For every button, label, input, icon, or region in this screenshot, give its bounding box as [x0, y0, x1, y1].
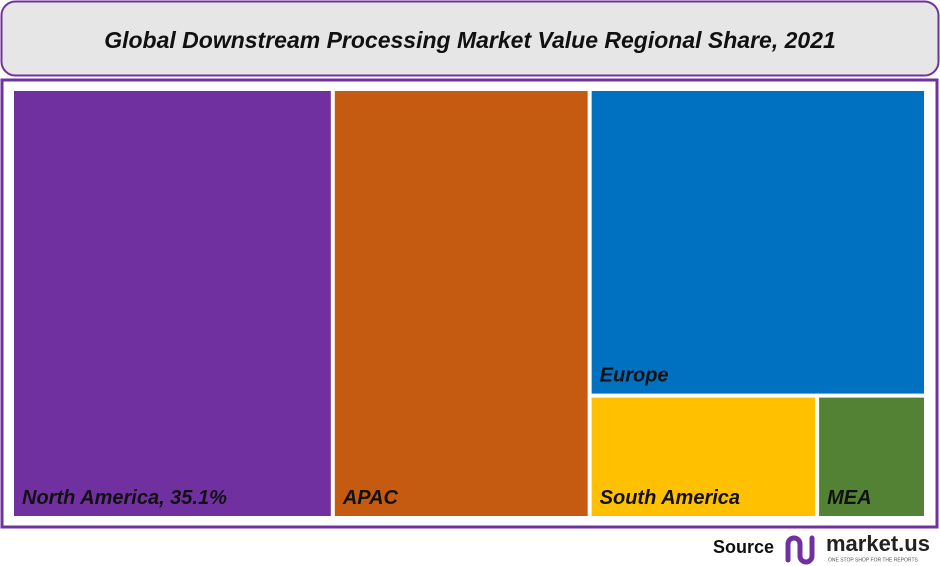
tile-label: Europe	[600, 365, 669, 387]
treemap: North America, 35.1% APAC Europe South Amer…	[12, 89, 926, 519]
tagline: ONE STOP SHOP FOR THE REPORTS	[828, 557, 919, 563]
logo-icon	[785, 535, 815, 565]
tile	[817, 395, 926, 519]
source-label: Source	[713, 537, 774, 557]
tile	[589, 395, 818, 519]
tile	[332, 89, 590, 518]
chart-title: Global Downstream Processing Market Valu…	[104, 27, 836, 53]
title-box	[0, 0, 940, 77]
brand: market.us	[826, 531, 930, 556]
tile-label: South America	[600, 487, 740, 509]
tile	[12, 89, 333, 518]
tile-label: North America, 35.1%	[22, 487, 227, 509]
tile-label: APAC	[342, 487, 399, 509]
tile-label: MEA	[827, 487, 871, 509]
tile	[589, 89, 926, 396]
